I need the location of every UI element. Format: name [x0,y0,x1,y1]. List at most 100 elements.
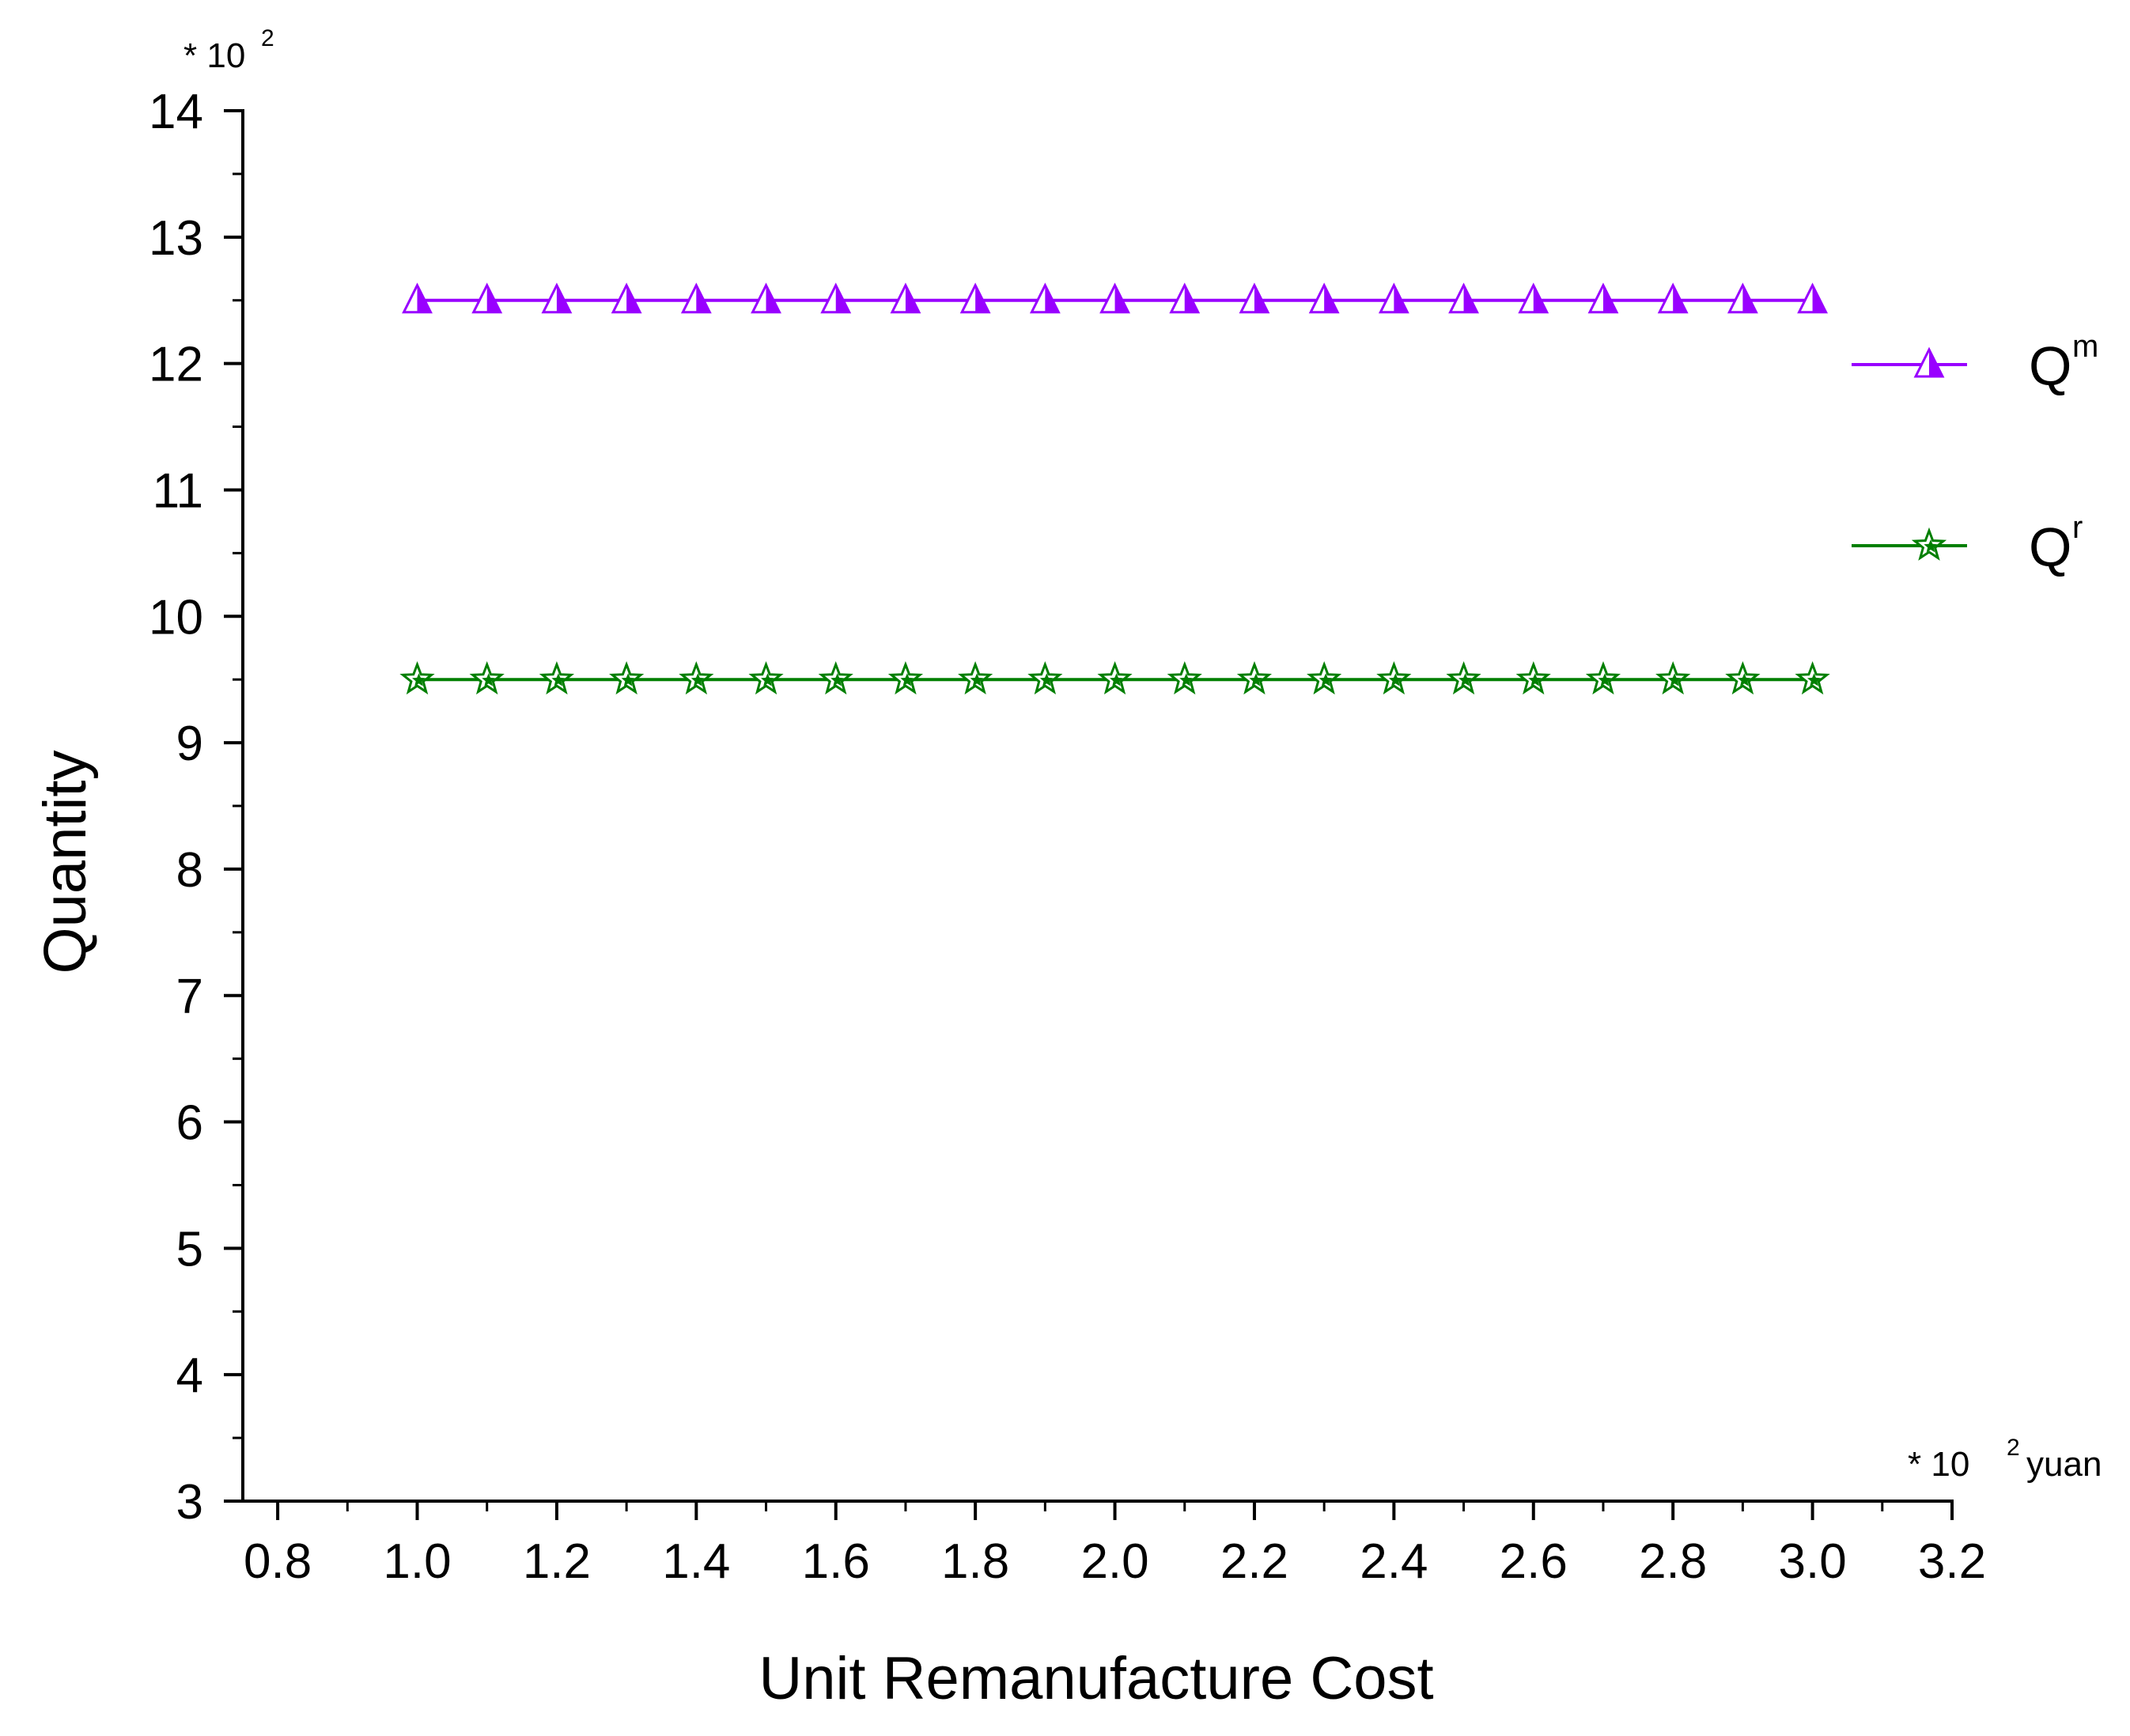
y-tick-label: 6 [176,1096,203,1151]
data-point [1727,282,1758,314]
triangle-fill [626,285,641,312]
star-fill [482,673,496,686]
x-tick-label: 1.2 [523,1534,591,1589]
data-point [1655,660,1691,695]
data-point [471,282,503,314]
data-point [959,282,991,314]
x-axis-ticks: 0.8 1.0 1.2 1.4 1.6 1.8 2.0 2.2 2.4 2.6 2.8 3.0 3.2 [244,1501,1986,1589]
triangle-fill [696,285,710,312]
star-fill [830,673,845,686]
series-r [399,660,1830,695]
data-point [1376,660,1412,695]
star-fill [1318,673,1333,686]
star-fill [551,673,566,686]
data-point [1236,660,1273,695]
data-point [679,660,714,695]
x-tick-label: 2.8 [1639,1534,1707,1589]
triangle-fill [1045,285,1059,312]
data-point [1446,660,1481,695]
data-point [1099,282,1130,314]
data-point [1448,282,1479,314]
y-tick-label: 8 [176,843,203,898]
triangle-fill [1463,285,1477,312]
legend-marker [1913,346,1945,378]
x-tick-label: 3.0 [1778,1534,1846,1589]
svg-text:yuan: yuan [2026,1445,2102,1484]
x-tick-label: 2.2 [1220,1534,1288,1589]
y-tick-label: 9 [176,717,203,771]
data-point [958,660,993,695]
star-fill [1110,673,1124,686]
data-point [1027,660,1063,695]
x-axis-multiplier: * 10 2 yuan [1908,1435,2102,1484]
svg-text:* 10: * 10 [183,36,245,75]
star-fill [1807,673,1822,686]
data-point [1029,282,1061,314]
x-tick-label: 1.6 [802,1534,870,1589]
star-fill [1039,673,1054,686]
y-tick-label: 13 [149,211,203,266]
y-tick-label: 5 [176,1222,203,1276]
data-point [541,282,573,314]
triangle-fill [1184,285,1198,312]
legend-label: Q [2029,335,2071,397]
y-tick-label: 7 [176,970,203,1024]
star-fill [1179,673,1194,686]
star-fill [412,673,426,686]
star-fill [1388,673,1402,686]
triangle-fill [1114,285,1129,312]
y-tick-label: 14 [149,85,203,139]
svg-text:2: 2 [261,25,274,51]
data-point [890,282,921,314]
triangle-fill [1812,285,1826,312]
triangle-fill [1324,285,1338,312]
data-point [1587,282,1619,314]
data-point [818,660,853,695]
star-fill [970,673,984,686]
star-fill [1598,673,1612,686]
triangle-fill [556,285,570,312]
data-point [609,660,645,695]
triangle-fill [1673,285,1687,312]
star-fill [1249,673,1263,686]
data-point [820,282,852,314]
star-fill [1458,673,1473,686]
data-point [748,660,784,695]
triangle-fill [1742,285,1757,312]
data-point [1657,282,1689,314]
star-fill [900,673,914,686]
data-point [1307,660,1342,695]
x-tick-label: 2.6 [1500,1534,1568,1589]
star-fill [1528,673,1542,686]
y-axis-multiplier: * 10 2 [183,25,274,75]
triangle-fill [905,285,919,312]
data-point [1239,282,1270,314]
x-tick-label: 2.0 [1080,1534,1148,1589]
y-axis-ticks: 3 4 5 6 7 8 9 10 11 12 13 14 [149,85,243,1530]
data-point [1585,660,1621,695]
data-point [887,660,924,695]
x-tick-label: 1.8 [941,1534,1009,1589]
star-fill [1737,673,1751,686]
star-fill [1667,673,1682,686]
triangle-fill [766,285,780,312]
x-tick-label: 3.2 [1918,1534,1986,1589]
data-point [680,282,712,314]
star-fill [761,673,775,686]
data-point [1797,282,1829,314]
data-point [1725,660,1761,695]
y-tick-label: 3 [176,1475,203,1530]
svg-text:* 10: * 10 [1908,1445,1969,1484]
star-fill [690,673,705,686]
y-tick-label: 12 [149,338,203,392]
triangle-fill [417,285,431,312]
y-tick-label: 10 [149,590,203,645]
x-tick-label: 2.4 [1360,1534,1428,1589]
legend-label-superscript: r [2072,510,2083,545]
data-point [1795,660,1830,695]
data-point [539,660,575,695]
x-axis-title: Unit Remanufacture Cost [759,1645,1433,1712]
